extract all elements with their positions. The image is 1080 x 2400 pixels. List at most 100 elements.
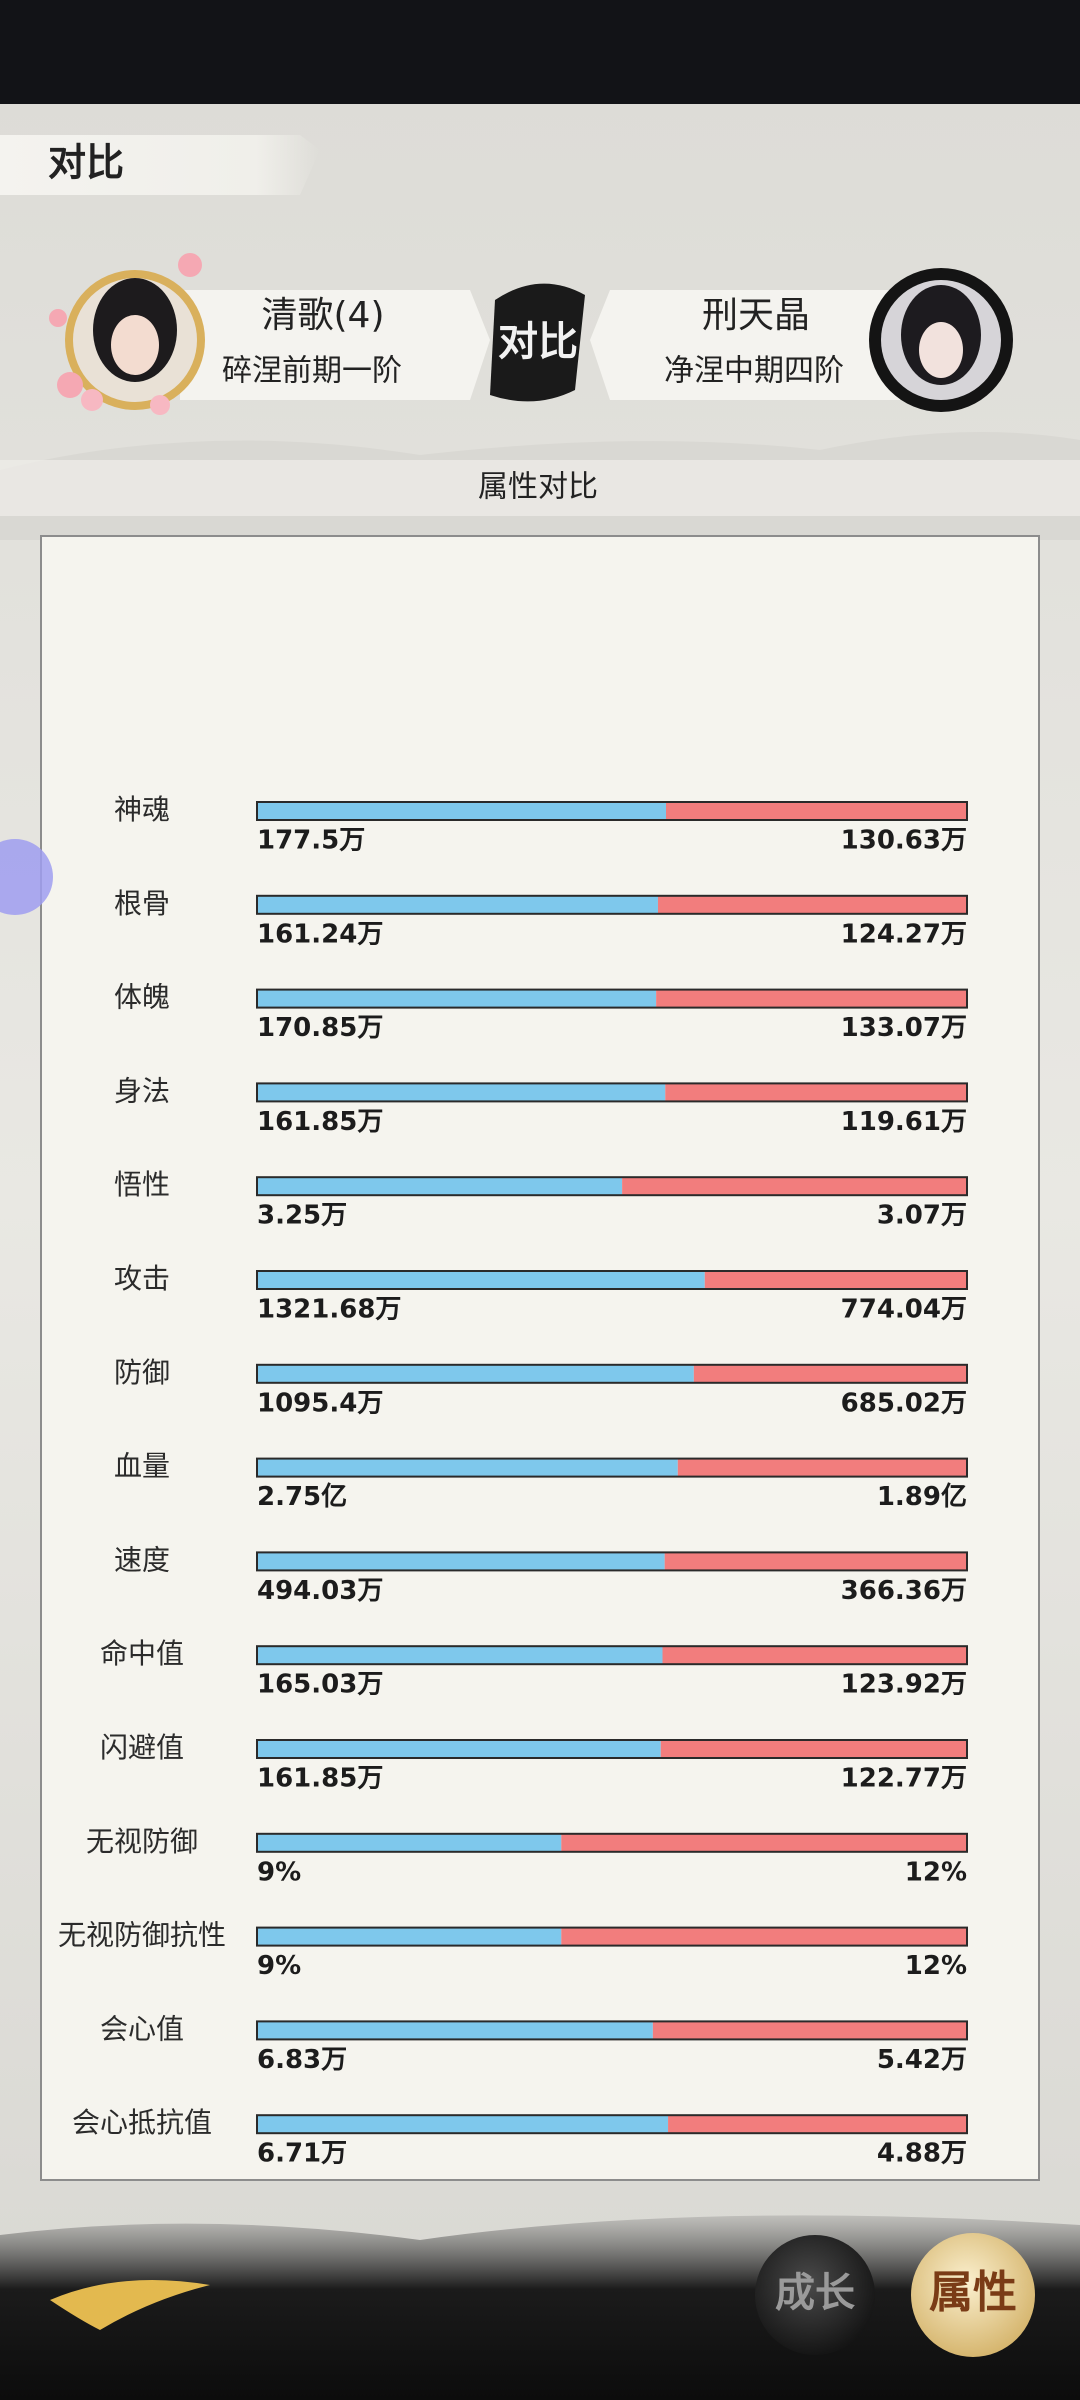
value-left: 9% <box>257 1951 301 1981</box>
player-card <box>180 290 490 400</box>
value-left: 165.03万 <box>257 1670 383 1700</box>
bar-left <box>257 1083 666 1102</box>
stat-name: 防御 <box>114 1356 170 1389</box>
logo <box>50 2280 210 2330</box>
page-title: 对比 <box>48 141 124 185</box>
value-right: 123.92万 <box>841 1670 967 1700</box>
value-right: 3.07万 <box>877 1201 967 1231</box>
bar-left <box>257 1740 661 1758</box>
stat-name: 悟性 <box>114 1168 170 1201</box>
nav-button[interactable] <box>755 2235 875 2355</box>
bar-left <box>257 2021 653 2040</box>
value-right: 4.88万 <box>877 2139 967 2169</box>
stat-name: 神魂 <box>114 793 170 826</box>
title-banner <box>0 135 320 195</box>
value-left: 161.24万 <box>257 919 383 949</box>
bar-left <box>257 1458 678 1477</box>
bar-right <box>665 1083 967 1102</box>
player-realm: 碎涅前期一阶 <box>222 354 402 389</box>
bar-frame <box>256 2020 968 2041</box>
value-left: 2.75亿 <box>257 1482 347 1512</box>
player-realm: 净涅中期四阶 <box>664 354 844 389</box>
bar-right <box>622 1177 967 1196</box>
value-right: 130.63万 <box>841 826 967 856</box>
value-left: 494.03万 <box>257 1576 383 1606</box>
stat-name: 身法 <box>114 1074 170 1107</box>
stat-name: 闪避值 <box>100 1731 184 1764</box>
bar-frame <box>256 988 968 1009</box>
value-left: 161.85万 <box>257 1764 383 1794</box>
value-left: 1321.68万 <box>257 1295 401 1325</box>
bar-frame <box>256 1176 968 1197</box>
bar-left <box>257 1927 562 1946</box>
stat-name: 根骨 <box>114 887 170 920</box>
bar-frame <box>256 1082 968 1103</box>
value-right: 133.07万 <box>841 1013 967 1043</box>
bar-frame <box>256 1926 968 1947</box>
bar-frame <box>256 1551 968 1572</box>
player-card <box>590 290 900 400</box>
stat-name: 攻击 <box>114 1262 170 1295</box>
bar-left <box>257 2115 669 2134</box>
bar-left <box>257 895 658 914</box>
bar-left <box>257 1646 663 1665</box>
value-left: 161.85万 <box>257 1107 383 1137</box>
stat-name: 血量 <box>114 1450 170 1483</box>
bar-right <box>652 2021 967 2040</box>
bar-left <box>257 1552 665 1571</box>
bar-left <box>257 1177 623 1196</box>
bar-right <box>668 2115 967 2134</box>
bar-frame <box>256 1270 968 1290</box>
value-right: 366.36万 <box>841 1576 967 1606</box>
stat-name: 体魄 <box>114 981 170 1014</box>
bar-frame <box>256 1363 968 1384</box>
value-left: 3.25万 <box>257 1201 347 1231</box>
emblem-ink <box>490 283 585 402</box>
stat-name: 会心抵抗值 <box>72 2106 212 2139</box>
value-right: 119.61万 <box>841 1107 967 1137</box>
stat-name: 命中值 <box>100 1637 184 1670</box>
stat-name: 无视防御 <box>86 1825 198 1858</box>
value-right: 12% <box>905 1951 967 1981</box>
value-right: 5.42万 <box>877 2045 967 2075</box>
bar-left <box>257 802 666 820</box>
bar-left <box>257 1833 562 1852</box>
floating-button[interactable] <box>0 839 53 915</box>
bar-right <box>561 1833 967 1852</box>
value-left: 170.85万 <box>257 1013 383 1043</box>
bar-right <box>693 1364 967 1383</box>
stat-name: 会心值 <box>100 2012 184 2045</box>
left-avatar <box>49 253 205 415</box>
player-name: 清歌(4) <box>262 295 385 336</box>
bar-frame <box>256 1457 968 1478</box>
value-left: 177.5万 <box>257 826 365 856</box>
bar-frame <box>256 894 968 915</box>
bar-frame <box>256 801 968 821</box>
bar-left <box>257 1364 694 1383</box>
nav-button[interactable] <box>911 2233 1035 2357</box>
status-bar <box>0 0 1080 104</box>
bar-right <box>656 989 967 1008</box>
bar-right <box>665 802 967 820</box>
bar-frame <box>256 1739 968 1759</box>
nav-label: 属性 <box>929 2267 1017 2318</box>
player-name: 刑天晶 <box>702 295 810 336</box>
nav-label: 成长 <box>775 2270 855 2316</box>
bar-right <box>657 895 967 914</box>
bar-right <box>662 1646 967 1665</box>
value-left: 9% <box>257 1857 301 1887</box>
value-right: 774.04万 <box>841 1295 967 1325</box>
value-right: 122.77万 <box>841 1764 967 1794</box>
bar-right <box>660 1740 967 1758</box>
value-right: 1.89亿 <box>877 1482 967 1512</box>
section-bar <box>0 460 1080 516</box>
right-avatar <box>869 268 1013 412</box>
value-right: 124.27万 <box>841 919 967 949</box>
bar-right <box>704 1271 967 1289</box>
bar-left <box>257 989 657 1008</box>
bar-right <box>561 1927 967 1946</box>
bar-right <box>677 1458 967 1477</box>
